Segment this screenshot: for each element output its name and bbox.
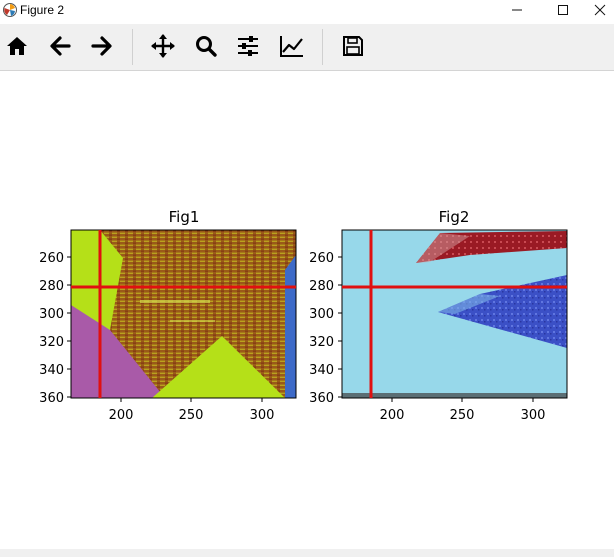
x-tick-label: 250	[179, 408, 204, 423]
y-tick-label: 280	[309, 279, 334, 294]
y-tick-label: 260	[309, 251, 334, 266]
x-tick-label: 300	[250, 408, 275, 423]
maximize-icon	[558, 5, 568, 15]
x-tick-label: 200	[109, 408, 134, 423]
home-button[interactable]	[0, 29, 34, 63]
y-tick-label: 360	[309, 391, 334, 406]
magnifier-icon	[196, 36, 217, 57]
x-tick-label: 300	[521, 408, 546, 423]
y-tick-label: 320	[39, 335, 64, 350]
line-chart-icon	[280, 36, 303, 57]
axes-fig2: Fig2 200 250 300 260 280 300	[309, 208, 568, 423]
x-tick-label: 250	[450, 408, 475, 423]
toolbar-separator	[132, 29, 133, 65]
window-title: Figure 2	[20, 3, 65, 17]
image-fig1	[71, 230, 296, 398]
figure-canvas[interactable]: Fig1 200 250 300 260 280	[0, 71, 614, 549]
edit-axes-button[interactable]	[275, 29, 309, 63]
forward-button[interactable]	[85, 29, 119, 63]
home-icon	[7, 37, 27, 55]
y-tick-label: 320	[309, 335, 334, 350]
y-tick-label: 360	[39, 391, 64, 406]
y-tick-label: 340	[39, 363, 64, 378]
navigation-toolbar	[0, 24, 614, 71]
close-button[interactable]	[586, 0, 614, 20]
pan-button[interactable]	[146, 29, 180, 63]
back-button[interactable]	[43, 29, 77, 63]
y-tick-label: 300	[39, 307, 64, 322]
arrow-left-icon	[50, 36, 71, 56]
minimize-icon	[512, 9, 522, 11]
minimize-button[interactable]	[494, 0, 540, 20]
axes-title: Fig2	[439, 208, 470, 226]
figure-svg: Fig1 200 250 300 260 280	[39, 208, 568, 423]
maximize-button[interactable]	[540, 0, 586, 20]
y-tick-label: 260	[39, 251, 64, 266]
configure-subplots-button[interactable]	[231, 29, 265, 63]
toolbar-separator	[322, 29, 323, 65]
title-bar: Figure 2	[0, 0, 614, 24]
axes-title: Fig1	[169, 208, 200, 226]
move-icon	[151, 34, 175, 58]
floppy-disk-icon	[343, 36, 363, 56]
y-tick-label: 280	[39, 279, 64, 294]
save-button[interactable]	[336, 29, 370, 63]
axes-fig1: Fig1 200 250 300 260 280	[39, 208, 297, 423]
y-tick-label: 300	[309, 307, 334, 322]
y-tick-label: 340	[309, 363, 334, 378]
image-fig2	[342, 230, 567, 398]
status-bar	[0, 549, 614, 557]
close-icon	[594, 4, 606, 16]
x-tick-label: 200	[380, 408, 405, 423]
sliders-icon	[238, 36, 258, 56]
matplotlib-app-icon	[3, 3, 17, 17]
arrow-right-icon	[91, 36, 112, 56]
zoom-button[interactable]	[189, 29, 223, 63]
